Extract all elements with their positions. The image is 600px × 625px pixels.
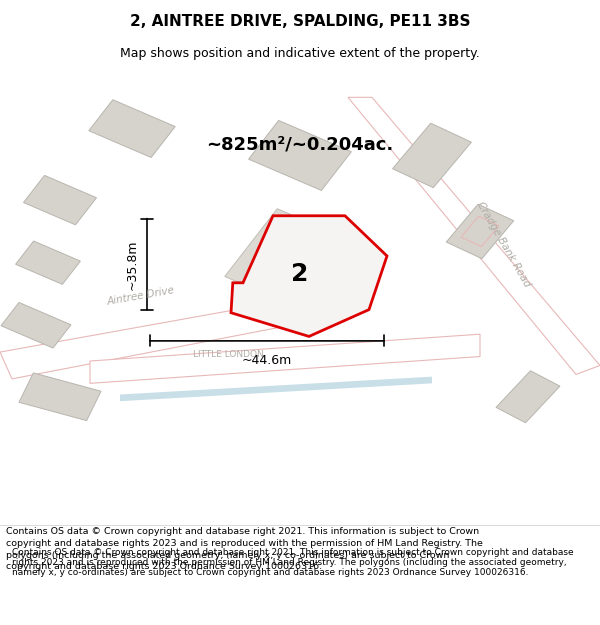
Polygon shape [0,289,360,379]
Polygon shape [231,216,387,336]
Text: ~825m²/~0.204ac.: ~825m²/~0.204ac. [206,135,394,153]
Polygon shape [248,121,352,191]
Polygon shape [16,241,80,284]
Text: LITTLE LONDON: LITTLE LONDON [193,350,263,359]
Polygon shape [496,371,560,423]
Text: Aintree Drive: Aintree Drive [106,286,176,307]
Polygon shape [225,209,381,321]
Text: Map shows position and indicative extent of the property.: Map shows position and indicative extent… [120,48,480,61]
Text: Cradge Bank Road: Cradge Bank Road [475,201,533,289]
Polygon shape [392,123,472,188]
Polygon shape [1,302,71,348]
Text: ~44.6m: ~44.6m [242,354,292,367]
Polygon shape [120,377,432,401]
Polygon shape [446,204,514,259]
Text: 2: 2 [292,262,308,286]
Polygon shape [348,98,600,374]
Polygon shape [19,373,101,421]
Text: Contains OS data © Crown copyright and database right 2021. This information is : Contains OS data © Crown copyright and d… [6,527,483,571]
Text: ~35.8m: ~35.8m [125,239,139,289]
Text: Contains OS data © Crown copyright and database right 2021. This information is : Contains OS data © Crown copyright and d… [12,548,574,578]
Polygon shape [23,176,97,225]
Polygon shape [90,334,480,383]
Polygon shape [89,100,175,158]
Text: 2, AINTREE DRIVE, SPALDING, PE11 3BS: 2, AINTREE DRIVE, SPALDING, PE11 3BS [130,14,470,29]
